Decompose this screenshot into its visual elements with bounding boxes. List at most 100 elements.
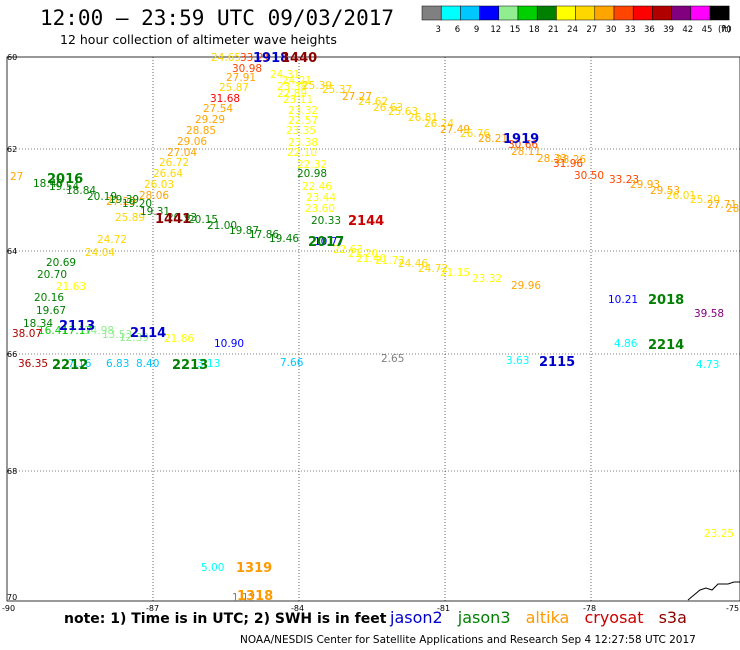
track-time-label: 2115: [539, 355, 575, 370]
track-time-label: 2113: [59, 319, 95, 334]
wave-height-label: 1.12: [232, 592, 255, 604]
wave-height-label: 27.91: [226, 72, 256, 84]
wave-height-label: 4.86: [614, 338, 638, 350]
colorbar-label: 36: [644, 25, 655, 35]
colorbar-swatch: [632, 5, 653, 21]
wave-height-label: 23.60: [305, 203, 335, 215]
page-title: 12:00 – 23:59 UTC 09/03/2017: [40, 6, 395, 30]
colorbar-label: 9: [474, 25, 479, 35]
wave-height-label: 26.63: [373, 102, 403, 114]
mission-altika: altika: [525, 608, 570, 627]
track-time-label: 1318: [237, 589, 273, 604]
latitude-labels: 60 62 64 66 68 70: [7, 53, 17, 602]
wave-height-label: 26.03: [144, 179, 174, 191]
colorbar-label: 12: [490, 25, 501, 35]
colorbar-label: 33: [625, 25, 636, 35]
colorbar-label: 24: [567, 25, 578, 35]
track-time-label: 2144: [348, 214, 384, 229]
wave-height-label: 26.72: [159, 157, 189, 169]
track-time-label: 1440: [281, 51, 317, 66]
colorbar-label: 18: [529, 25, 540, 35]
track-time-label: 2213: [172, 358, 208, 373]
wave-height-label: 36.35: [18, 358, 48, 370]
track-time-label: 2214: [648, 338, 684, 353]
wave-height-label: 26.76: [460, 128, 490, 140]
mission-jason3: jason3: [457, 608, 511, 627]
footer-note: note: 1) Time is in UTC; 2) SWH is in fe…: [64, 611, 387, 627]
mission-s3a: s3a: [658, 608, 687, 627]
wave-height-label: 20.93: [167, 212, 197, 224]
wave-height-label: 30.50: [574, 170, 604, 182]
wave-height-label: 7.66: [280, 357, 304, 369]
lat-label: 64: [7, 247, 17, 256]
colorbar-swatch: [671, 5, 692, 21]
wave-height-label: 21.15: [440, 267, 470, 279]
wave-height-label: 17.86: [249, 229, 279, 241]
lon-label: -90: [2, 604, 15, 613]
wave-height-label: 19.67: [36, 305, 66, 317]
wave-height-label: 33.21: [240, 52, 270, 64]
wave-height-label: 39.58: [694, 308, 724, 320]
lat-label: 70: [7, 593, 17, 602]
colorbar-swatch: [690, 5, 711, 21]
wave-height-label: 26.64: [153, 168, 183, 180]
wave-height-label: 14.98: [84, 325, 114, 337]
wave-height-label: 4.73: [696, 359, 719, 371]
wave-height-label: 25.39: [302, 80, 332, 92]
wave-height-label: 6.83: [106, 358, 129, 370]
wave-height-label: 28.85: [186, 125, 216, 137]
track-time-label: 2018: [648, 293, 684, 308]
colorbar-label: 45: [702, 25, 713, 35]
footer-credit: NOAA/NESDIS Center for Satellite Applica…: [240, 634, 696, 646]
wave-height-label: 25.87: [219, 82, 249, 94]
mission-cryosat: cryosat: [584, 608, 644, 627]
colorbar-swatch: [517, 5, 538, 21]
wave-height-label: 21.40: [356, 253, 386, 265]
wave-height-label: 21.00: [207, 220, 237, 232]
track-time-label: 2017: [308, 235, 344, 250]
track-time-label: 1441: [155, 212, 191, 227]
wave-height-label: 27.71: [707, 199, 737, 211]
wave-height-label: 19.46: [269, 233, 299, 245]
track-time-label: 2212: [52, 358, 88, 373]
wave-height-label: 20.69: [46, 257, 76, 269]
wave-height-label: 23.11: [283, 94, 313, 106]
wave-height-label: 29.06: [177, 136, 207, 148]
mission-jason2: jason2: [390, 608, 443, 627]
wave-height-label: 3.13: [197, 358, 220, 370]
wave-height-label: 20.70: [37, 269, 67, 281]
colorbar: 3 6 9 12 15 18 21 24 27 30 33 36 39 42 45 70(ft): [421, 5, 732, 35]
wave-height-label: 20.15: [188, 214, 218, 226]
lon-label: -84: [291, 604, 304, 613]
colorbar-label: 27: [586, 25, 597, 35]
colorbar-swatch: [709, 5, 730, 21]
wave-height-label: 24.04: [85, 247, 115, 259]
track-time-label: 2016: [47, 172, 83, 187]
colorbar-label: 3: [435, 25, 440, 35]
wave-height-label: 28.11: [511, 146, 541, 158]
colorbar-label: 42: [682, 25, 693, 35]
wave-height-label: 22.32: [297, 159, 327, 171]
wave-height-label: 33.23: [609, 174, 639, 186]
wave-height-label: 28.21: [478, 133, 508, 145]
lat-label: 60: [7, 53, 17, 62]
wave-height-label: 27: [10, 171, 23, 183]
wave-height-label: 22.89: [277, 88, 307, 100]
wave-height-label: 30.66: [508, 139, 538, 151]
colorbar-unit: (ft): [718, 25, 731, 35]
wave-height-label: 21.20: [348, 248, 378, 260]
wave-height-label: 24.46: [398, 258, 428, 270]
wave-height-label: 23.25: [704, 528, 734, 540]
wave-height-label: 23.38: [288, 137, 318, 149]
wave-height-label: 28.86: [726, 203, 740, 215]
coastline: [687, 581, 740, 601]
wave-height-label: 22.63: [333, 244, 363, 256]
track-time-label: 2114: [130, 326, 166, 341]
wave-height-label: 23.32: [288, 105, 318, 117]
colorbar-swatch: [594, 5, 615, 21]
colorbar-swatch: [575, 5, 596, 21]
wave-height-label: 30.98: [232, 63, 262, 75]
wave-height-label: 24.65: [211, 52, 241, 64]
